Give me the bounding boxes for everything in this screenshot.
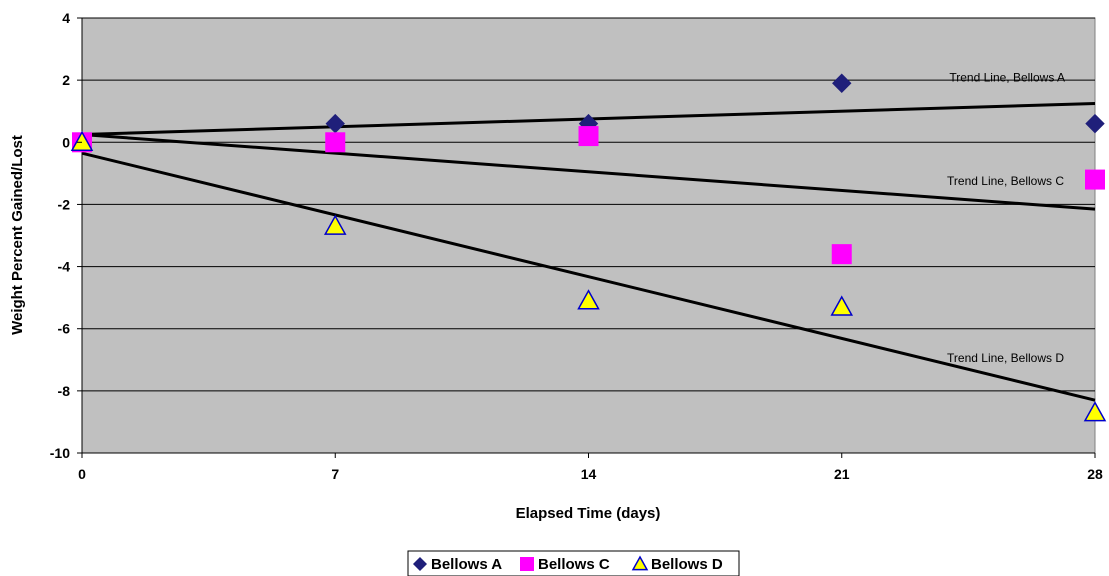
x-tick-label: 0 — [78, 466, 86, 482]
data-point-bellows-c — [325, 132, 346, 153]
data-point-bellows-c — [831, 244, 852, 265]
legend-label: Bellows D — [651, 556, 723, 573]
legend-item: Bellows C — [520, 556, 610, 573]
trend-lines: Trend Line, Bellows A Trend Line, Bellows… — [81, 70, 1096, 402]
data-point-bellows-d — [323, 214, 347, 235]
y-tick-label: -2 — [58, 196, 71, 212]
data-point-bellows-d — [577, 289, 600, 310]
y-tick-label: -10 — [50, 445, 70, 461]
y-axis-title: Weight Percent Gained/Lost — [9, 135, 26, 335]
legend-item: Bellows A — [412, 556, 502, 573]
data-point-bellows-c — [1085, 169, 1105, 190]
x-tick-label: 7 — [331, 466, 339, 482]
x-tick-label: 14 — [581, 466, 597, 482]
legend: Bellows A Bellows C Bellows D — [407, 550, 740, 576]
trend-line — [81, 133, 1096, 211]
y-tick-label: 0 — [62, 134, 70, 150]
data-point-bellows-d — [1083, 401, 1107, 422]
x-tick-label: 21 — [834, 466, 850, 482]
data-point-bellows-c — [578, 126, 599, 147]
y-tick-label: 2 — [62, 72, 70, 88]
y-tick-label: -6 — [58, 321, 71, 337]
legend-marker — [631, 555, 649, 571]
trend-line-label: Trend Line, Bellows C — [947, 174, 1064, 188]
y-tick-label: -8 — [58, 383, 71, 399]
legend-item: Bellows D — [631, 555, 723, 573]
tick-labels: 4 2 0 -2 -4 -6 -8 -10 0 7 14 21 28 — [50, 10, 1103, 482]
data-point-bellows-d — [830, 295, 854, 316]
data-point-bellows-a — [832, 73, 852, 93]
data-points — [70, 73, 1107, 422]
x-tick-label: 28 — [1087, 466, 1103, 482]
legend-box — [407, 550, 740, 576]
y-tick-label: -4 — [58, 259, 71, 275]
legend-marker — [412, 556, 428, 572]
plot-area — [81, 17, 1096, 454]
legend-marker — [520, 557, 534, 571]
data-point-bellows-d — [70, 130, 94, 152]
legend-label: Bellows C — [538, 556, 610, 573]
trend-line-label: Trend Line, Bellows D — [947, 351, 1064, 365]
data-point-bellows-a — [1085, 113, 1105, 134]
trend-line — [81, 151, 1096, 402]
y-tick-label: 4 — [62, 10, 70, 26]
x-axis-title: Elapsed Time (days) — [516, 505, 661, 522]
legend-label: Bellows A — [431, 556, 502, 573]
trend-line-label: Trend Line, Bellows A — [949, 70, 1065, 84]
